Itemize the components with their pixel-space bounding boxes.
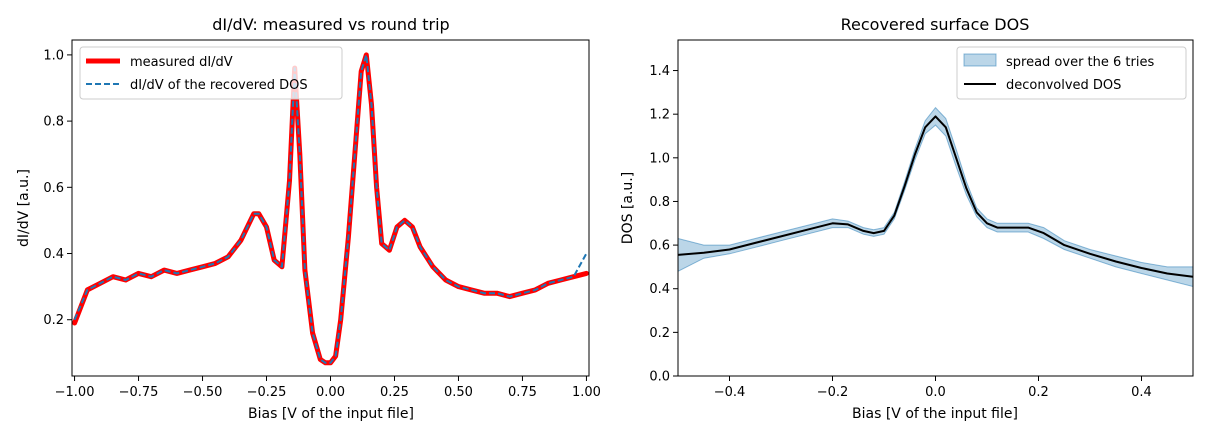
right-y-tick-label: 1.2 — [649, 108, 670, 123]
spread-band — [678, 106, 1193, 288]
legend-label-spread: spread over the 6 tries — [1006, 55, 1154, 70]
right-x-tick-label: −0.4 — [714, 385, 746, 400]
left-y-tick-label: 1.0 — [43, 48, 64, 63]
left-x-tick-label: −0.50 — [183, 385, 223, 400]
left-x-tick-label: 0.50 — [444, 385, 473, 400]
legend-swatch-spread — [963, 53, 997, 67]
legend-label-deconvolved: deconvolved DOS — [1006, 78, 1121, 93]
left-panel: dI/dV: measured vs round trip −1.00 −0.75… — [16, 15, 601, 422]
left-x-tick-label: −0.25 — [247, 385, 287, 400]
left-y-tick-label: 0.4 — [43, 247, 64, 262]
right-y-tick-label: 0.4 — [649, 282, 670, 297]
left-y-tick-label: 0.6 — [43, 181, 64, 196]
left-x-tick-label: 0.75 — [508, 385, 537, 400]
series-line-right-1 — [678, 115, 1193, 278]
right-x-axis-label: Bias [V of the input file] — [852, 406, 1018, 422]
left-legend: measured dI/dV dI/dV of the recovered DO… — [79, 46, 343, 100]
right-chart-title: Recovered surface DOS — [841, 15, 1030, 34]
left-x-tick-label: 0.00 — [316, 385, 345, 400]
right-y-tick-label: 0.2 — [649, 326, 670, 341]
left-x-tick-label: 0.25 — [380, 385, 409, 400]
right-y-axis-label: DOS [a.u.] — [620, 172, 636, 244]
right-y-tick-label: 0.0 — [649, 370, 670, 385]
legend-label-measured: measured dI/dV — [130, 55, 233, 70]
right-x-tick-label: 0.4 — [1131, 385, 1152, 400]
right-panel: Recovered surface DOS −0.4 −0.2 0.0 0.2 0.4 0… — [620, 15, 1194, 422]
left-y-tick-label: 0.8 — [43, 115, 64, 130]
right-x-tick-label: 0.2 — [1028, 385, 1049, 400]
right-legend: spread over the 6 tries deconvolved DOS — [956, 46, 1187, 100]
legend-label-recovered: dI/dV of the recovered DOS — [130, 78, 308, 93]
right-x-tick-label: −0.2 — [817, 385, 849, 400]
left-y-tick-label: 0.2 — [43, 313, 64, 328]
left-x-tick-label: −1.00 — [55, 385, 95, 400]
series-line-left-2 — [73, 53, 588, 364]
left-y-axis-label: dI/dV [a.u.] — [16, 169, 32, 247]
left-legend-box — [79, 46, 343, 100]
right-y-tick-label: 0.8 — [649, 195, 670, 210]
right-y-tick-label: 0.6 — [649, 239, 670, 254]
left-x-tick-label: −0.75 — [119, 385, 159, 400]
right-x-tick-label: 0.0 — [925, 385, 946, 400]
right-y-tick-label: 1.0 — [649, 151, 670, 166]
right-y-tick-label: 1.4 — [649, 64, 670, 79]
right-legend-box — [956, 46, 1187, 100]
left-x-axis-label: Bias [V of the input file] — [248, 406, 414, 422]
left-chart-title: dI/dV: measured vs round trip — [212, 15, 449, 34]
left-x-tick-label: 1.00 — [572, 385, 601, 400]
